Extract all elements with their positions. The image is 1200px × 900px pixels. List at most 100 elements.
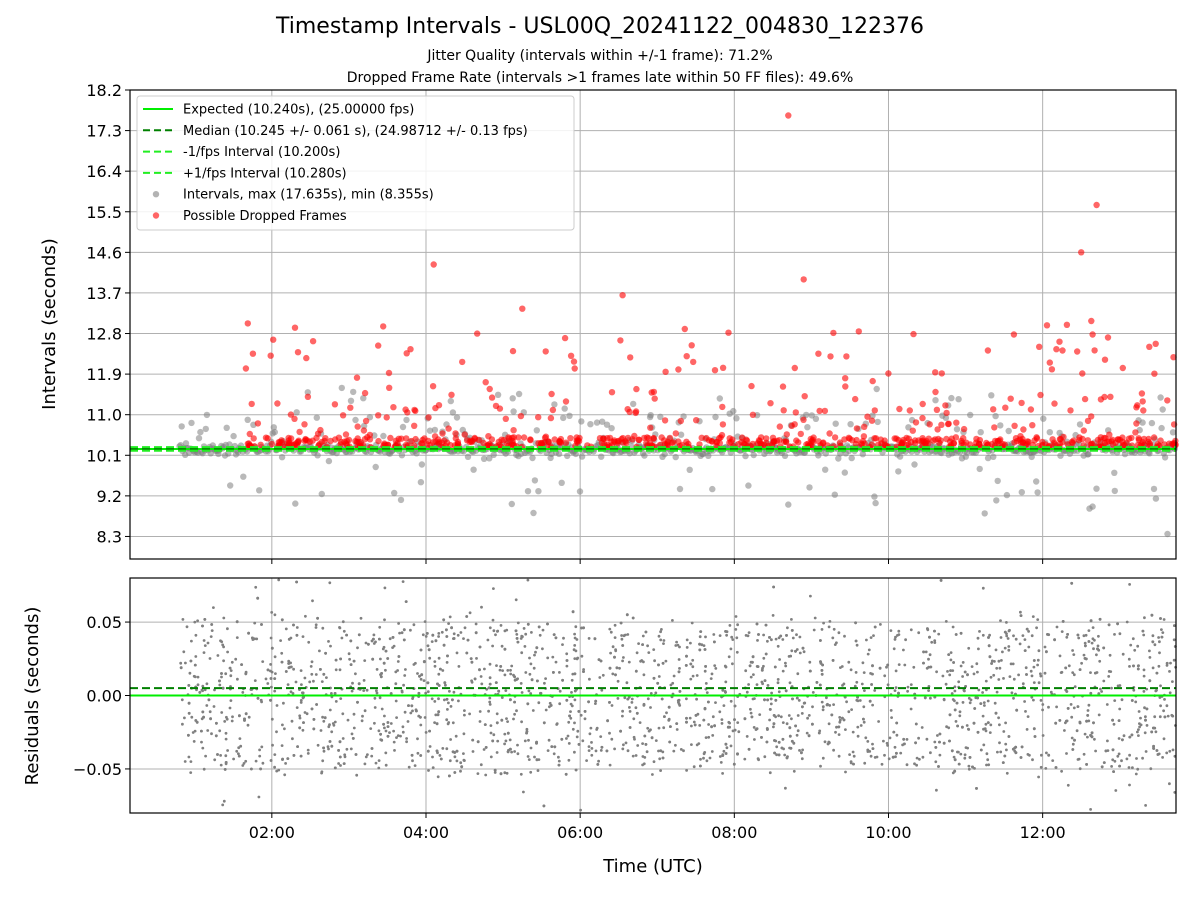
residual-point [999, 619, 1002, 622]
residual-point [373, 706, 377, 709]
residual-point [371, 657, 375, 661]
residual-point [671, 619, 674, 622]
residual-point [357, 633, 361, 637]
residual-point [808, 669, 812, 673]
residual-point [837, 754, 841, 758]
interval-point [530, 509, 537, 517]
residual-point [401, 580, 405, 583]
residual-point [1160, 635, 1164, 639]
residual-point [862, 717, 865, 721]
residual-point [948, 739, 951, 743]
dropped-frame-point [519, 305, 526, 312]
interval-point [716, 395, 723, 402]
residual-point [209, 717, 213, 721]
residual-point [242, 762, 246, 765]
dropped-frame-point [926, 421, 933, 428]
residual-point [708, 756, 712, 760]
interval-point [872, 499, 879, 507]
dropped-frame-point [459, 358, 466, 366]
residual-point [462, 637, 465, 640]
residual-point [1005, 634, 1009, 638]
residual-point [1128, 753, 1131, 757]
residual-point [516, 621, 520, 625]
residual-point [1086, 714, 1090, 717]
interval-point [984, 454, 992, 462]
dropped-frame-point [1011, 422, 1018, 429]
residual-point [221, 686, 225, 690]
residual-point [535, 741, 538, 745]
dropped-frame-point [963, 439, 970, 446]
residual-point [213, 688, 216, 692]
residual-point [871, 747, 875, 750]
residual-point [938, 740, 941, 744]
residual-point [1156, 753, 1160, 756]
residual-point [904, 638, 907, 642]
residual-point [364, 755, 368, 759]
residual-point [925, 737, 929, 741]
interval-point [953, 426, 961, 433]
residual-point [1109, 670, 1113, 673]
residual-point [301, 635, 305, 638]
dropped-frame-point [934, 426, 941, 433]
interval-point [292, 500, 299, 507]
residual-point [915, 756, 919, 760]
residual-point [1008, 675, 1012, 678]
residual-point [1060, 630, 1064, 633]
residual-point [788, 681, 792, 685]
residual-point [436, 775, 440, 779]
residual-point [620, 637, 624, 641]
residual-point [784, 786, 787, 790]
interval-point [182, 440, 190, 447]
residual-point [982, 701, 986, 704]
residual-point [613, 655, 616, 659]
residual-point [934, 746, 938, 749]
residual-point [634, 706, 638, 710]
residual-point [837, 733, 841, 736]
residual-point [784, 664, 788, 668]
residual-point [183, 716, 186, 720]
residual-point [733, 728, 737, 732]
interval-point [1034, 489, 1041, 496]
residual-point [1161, 631, 1165, 634]
interval-point [227, 482, 234, 489]
residual-point [228, 706, 232, 710]
residual-point [709, 677, 713, 680]
top-y-tick-label: 15.5 [86, 203, 122, 222]
residual-point [659, 769, 662, 772]
bottom-y-axis-label: Residuals (seconds) [22, 607, 43, 786]
residual-point [409, 628, 412, 632]
residual-point [1158, 715, 1162, 719]
residual-point [250, 767, 253, 771]
residual-point [1037, 681, 1041, 685]
residual-point [927, 665, 931, 669]
residual-point [747, 747, 751, 751]
dropped-frame-point [1036, 343, 1043, 350]
dropped-frame-point [933, 406, 941, 413]
residual-point [570, 678, 574, 682]
residual-point [533, 755, 536, 759]
residual-point [628, 706, 631, 709]
residual-point [1148, 649, 1151, 653]
residual-point [1054, 721, 1058, 725]
residual-point [535, 646, 539, 650]
dropped-frame-point [267, 352, 274, 359]
residual-point [606, 719, 609, 723]
residual-point [536, 769, 540, 772]
residual-point [1162, 618, 1166, 621]
interval-point [360, 395, 367, 402]
residual-point [423, 620, 427, 623]
interval-point [202, 425, 209, 433]
residual-point [418, 674, 421, 678]
residual-point [386, 721, 390, 724]
residual-point [224, 737, 228, 741]
residual-point [286, 757, 290, 760]
residual-point [254, 585, 258, 589]
residual-point [913, 696, 917, 700]
dropped-frame-point [567, 435, 574, 442]
residual-point [897, 629, 901, 633]
residual-point [441, 747, 445, 750]
residual-point [1127, 657, 1131, 661]
residual-point [1121, 738, 1124, 742]
residual-point [798, 635, 802, 639]
interval-point [1152, 495, 1160, 502]
